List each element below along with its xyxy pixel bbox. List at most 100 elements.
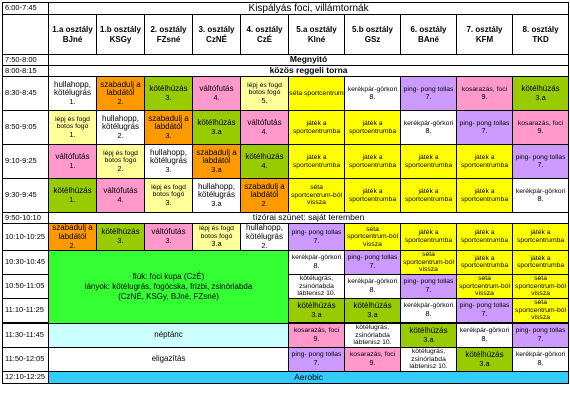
page-title: Kispályás foci, villámtornák [47, 2, 570, 15]
activity-cell: séta sportcentrum-ból vissza [456, 273, 513, 299]
time-cell: 11:30-11:45 [2, 322, 49, 348]
activity-cell: kosarazás, foci 9. [511, 110, 570, 145]
activity-cell: játék a sportcentrumba [456, 178, 513, 213]
slot-row: 8:30-8:45 hullahopp, kötélugrás 1. szabad… [2, 76, 570, 111]
slot-row: 8:50-9:05 lépj és fogd botos fogó 1. hull… [2, 110, 570, 145]
activity-cell: játék a sportcentrumba [344, 110, 401, 145]
class-header-6: 6. osztály BAné [400, 14, 457, 55]
class-header-2: 2. osztály FZsné [144, 14, 193, 55]
time-cell: 8:30-8:45 [2, 76, 49, 111]
activity-cell: lépj és fogd botos fogó 3.a [192, 223, 241, 251]
briefing-block: eligazítás [48, 346, 289, 372]
title-row: 6:00-7:45 Kispályás foci, villámtornák [2, 2, 570, 15]
slot-row: 11:30-11:45 néptánc kosarazás, foci 9. kö… [2, 322, 570, 348]
football-cup-block: fiúk: foci kupa (CzÉ) lányok: kötélugrás… [48, 249, 289, 324]
activity-cell: kerékpár-görkori 8. [456, 322, 513, 348]
slot-row: 9:10-9:25 váltófutás 1. lépj és fogd boto… [2, 144, 570, 179]
time-cell: 10:30-10:45 [2, 249, 49, 275]
activity-cell: séta sportcentrum [288, 76, 345, 111]
foci-line-1: fiúk: foci kupa (CzÉ) [132, 271, 205, 281]
activity-cell: kosarazás, foci 9. [344, 346, 401, 372]
schedule-table: 6:00-7:45 Kispályás foci, villámtornák 1… [2, 2, 570, 384]
activity-cell: szabadulj a labdától 2. [48, 223, 97, 251]
activity-cell: lépj és fogd botos fogó 2. [96, 144, 145, 179]
activity-cell: ping- pong tollas 7. [344, 249, 401, 275]
aerobic-banner: Aerobic [47, 370, 570, 384]
time-cell: 8:50-9:05 [2, 110, 49, 145]
activity-cell: kötélhúzás 3.a [511, 76, 570, 111]
class-header-7: 7. osztály KFM [456, 14, 513, 55]
activity-cell: váltófutás 4. [96, 178, 145, 213]
activity-cell: játék a sportcentrumba [511, 223, 570, 251]
activity-cell: játék a sportcentrumba [344, 144, 401, 179]
activity-cell: játék a sportcentrumba [288, 110, 345, 145]
activity-cell: kötélhúzás 3.a [192, 110, 241, 145]
activity-cell: szabadulj a labdától 2. [96, 76, 145, 111]
activity-cell: szabadulj a labdától 3. [144, 110, 193, 145]
activity-cell: hullahopp, kötélugrás 2. [240, 223, 289, 251]
activity-cell: séta sportcentrum-ból vissza [344, 223, 401, 251]
activity-cell: játék a sportcentrumba [288, 144, 345, 179]
slot-row: 11:50-12:05 eligazítás ping- pong tollas… [2, 346, 570, 372]
activity-cell: kötélhúzás 3. [144, 76, 193, 111]
activity-cell: játék a sportcentrumba [456, 249, 513, 275]
activity-cell: kosarazás, foci 9. [456, 76, 513, 111]
slot-row: 9:30-9:45 kötélhúzás 1. váltófutás 4. lépj… [2, 178, 570, 213]
activity-cell: váltófutás 3. [144, 223, 193, 251]
activity-cell: lépj és fogd botos fogó 3. [144, 178, 193, 213]
activity-cell: kerékpár-görkori 8. [400, 110, 457, 145]
activity-cell: kerékpár-görkori 8. [511, 178, 570, 213]
activity-cell: váltófutás 1. [48, 144, 97, 179]
activity-cell: kerékpár-görkori 8. [288, 249, 345, 275]
class-header-3: 3. osztály CzNÉ [192, 14, 241, 55]
activity-cell: ping- pong tollas 7. [288, 346, 345, 372]
time-cell: 11:10-11:25 [2, 297, 49, 323]
activity-cell: kerékpár-görkori 8. [511, 346, 570, 372]
header-blank [2, 14, 49, 55]
activity-cell: séta sportcentrum-ból vissza [400, 249, 457, 275]
activity-cell: ping- pong tollas 7. [511, 144, 570, 179]
activity-cell: szabadulj a labdától 3.a [192, 144, 241, 179]
slot-row: 10:30-10:45 fiúk: foci kupa (CzÉ) lányok… [2, 249, 570, 324]
activity-cell: kötélhúzás 4. [240, 144, 289, 179]
time-cell: 10:10-10:25 [2, 223, 49, 251]
activity-cell: kötélugrás, zsinórlabda lábtenisz 10. [344, 322, 401, 348]
time-cell: 9:50-10:10 [2, 212, 49, 224]
activity-cell: ping- pong tollas 7. [400, 273, 457, 299]
activity-cell: kötélhúzás 1. [48, 178, 97, 213]
activity-cell: ping- pong tollas 7. [511, 322, 570, 348]
folk-dance-block: néptánc [48, 322, 289, 348]
activity-cell: kosarazás, foci 9. [288, 322, 345, 348]
aerobic-row: 12:10-12:25 Aerobic [2, 370, 570, 384]
class-header-8: 8. osztály TKD [511, 14, 570, 55]
time-cell: 7:50-8:00 [2, 54, 49, 66]
activity-cell: kerékpár-görkori 8. [400, 297, 457, 323]
time-cell: 12:10-12:25 [2, 370, 49, 384]
class-header-1a: 1.a osztály BJné [48, 14, 97, 55]
activity-cell: kötélugrás, zsinórlabda lábtenisz 10. [288, 273, 345, 299]
morning-row: 8:00-8:15 közös reggeli torna [2, 65, 570, 77]
activity-cell: hullahopp, kötélugrás 1. [48, 76, 97, 111]
class-header-1b: 1.b osztály KSGy [96, 14, 145, 55]
activity-cell: hullahopp, kötélugrás 3. [144, 144, 193, 179]
activity-cell: kötélhúzás 3. [96, 223, 145, 251]
activity-cell: játék a sportcentrumba [400, 223, 457, 251]
header-row: 1.a osztály BJné 1.b osztály KSGy 2. osztá… [2, 14, 570, 55]
opening-row: 7:50-8:00 Megnyitó [2, 54, 570, 66]
activity-cell: játék a sportcentrumba [456, 144, 513, 179]
foci-line-3: (CzNÉ, KSGy, BJné, FZsné) [118, 291, 219, 301]
activity-cell: játék a sportcentrumba [400, 178, 457, 213]
foci-line-2: lányok: kötélugrás, fogócska, frizbi, zs… [84, 281, 253, 291]
activity-cell: kötélhúzás 3.a [288, 297, 345, 323]
activity-cell: kötélhúzás 3.a [400, 322, 457, 348]
activity-cell: játék a sportcentrumba [344, 178, 401, 213]
activity-cell: játék a sportcentrumba [456, 223, 513, 251]
activity-cell: hullahopp, kötélugrás 3.a [192, 178, 241, 213]
time-cell: 9:30-9:45 [2, 178, 49, 213]
activity-cell: kötélhúzás 3.a [344, 297, 401, 323]
slot-row: 10:10-10:25 szabadulj a labdától 2. kötél… [2, 223, 570, 251]
time-cell: 9:10-9:25 [2, 144, 49, 179]
slot-row: 10:50-11:05 kötélugrás, zsinórlabda lábt… [2, 273, 570, 299]
activity-cell: kötélhúzás 3.a [456, 346, 513, 372]
activity-cell: kötélugrás, zsinórlabda lábtenisz 10. [400, 346, 457, 372]
